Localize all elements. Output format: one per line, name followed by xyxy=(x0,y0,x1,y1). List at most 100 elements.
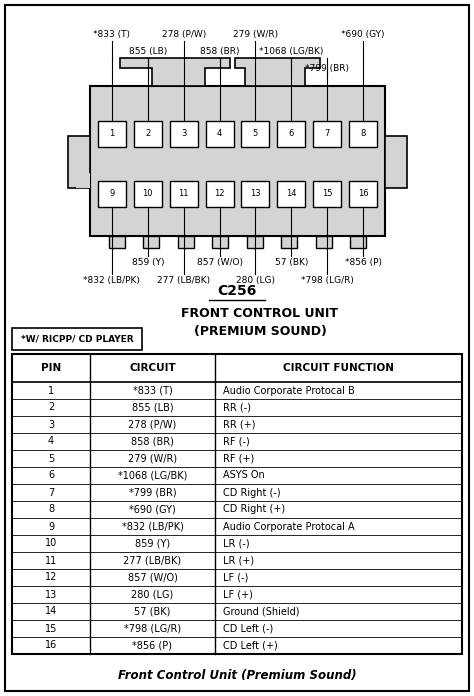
Text: *W/ RICPP/ CD PLAYER: *W/ RICPP/ CD PLAYER xyxy=(21,335,133,344)
Bar xyxy=(241,181,269,207)
Text: 5: 5 xyxy=(48,454,54,464)
Text: *833 (T): *833 (T) xyxy=(93,30,130,39)
Bar xyxy=(316,236,332,248)
Text: 10: 10 xyxy=(143,189,153,198)
Text: 277 (LB/BK): 277 (LB/BK) xyxy=(123,555,182,565)
Bar xyxy=(109,236,125,248)
Text: 15: 15 xyxy=(322,189,332,198)
Polygon shape xyxy=(235,58,320,86)
Bar xyxy=(178,236,194,248)
Bar xyxy=(313,181,341,207)
Text: Front Control Unit (Premium Sound): Front Control Unit (Premium Sound) xyxy=(118,670,356,683)
Text: RF (-): RF (-) xyxy=(223,436,250,447)
Text: 16: 16 xyxy=(45,640,57,651)
Text: *1068 (LG/BK): *1068 (LG/BK) xyxy=(118,470,187,480)
Text: 5: 5 xyxy=(253,129,258,139)
Text: 13: 13 xyxy=(250,189,261,198)
Text: 859 (Y): 859 (Y) xyxy=(135,539,170,548)
Text: 859 (Y): 859 (Y) xyxy=(131,258,164,267)
Bar xyxy=(134,121,162,147)
Text: *799 (BR): *799 (BR) xyxy=(128,487,176,498)
Bar xyxy=(206,181,234,207)
Text: 278 (P/W): 278 (P/W) xyxy=(162,30,206,39)
Bar xyxy=(247,236,263,248)
Bar xyxy=(98,121,126,147)
Text: 858 (BR): 858 (BR) xyxy=(131,436,174,447)
Text: *856 (P): *856 (P) xyxy=(133,640,173,651)
Bar xyxy=(143,236,159,248)
Text: 1: 1 xyxy=(48,386,54,395)
Text: LF (-): LF (-) xyxy=(223,573,248,583)
Text: 7: 7 xyxy=(48,487,54,498)
Text: 6: 6 xyxy=(48,470,54,480)
Text: LR (+): LR (+) xyxy=(223,555,254,565)
Bar xyxy=(12,354,462,654)
Text: 277 (LB/BK): 277 (LB/BK) xyxy=(157,276,210,285)
Text: 3: 3 xyxy=(181,129,186,139)
Text: *856 (P): *856 (P) xyxy=(345,258,382,267)
Text: 1: 1 xyxy=(109,129,115,139)
Text: *798 (LG/R): *798 (LG/R) xyxy=(124,624,181,633)
Bar xyxy=(313,121,341,147)
Text: 857 (W/O): 857 (W/O) xyxy=(128,573,177,583)
Text: 13: 13 xyxy=(45,590,57,599)
Text: 280 (LG): 280 (LG) xyxy=(131,590,173,599)
Text: 7: 7 xyxy=(325,129,330,139)
Text: 6: 6 xyxy=(289,129,294,139)
Text: 15: 15 xyxy=(45,624,57,633)
Text: 16: 16 xyxy=(358,189,368,198)
Bar xyxy=(241,121,269,147)
Text: 8: 8 xyxy=(360,129,366,139)
Bar xyxy=(385,136,407,188)
Text: C256: C256 xyxy=(217,284,257,298)
Text: 4: 4 xyxy=(48,436,54,447)
Text: 279 (W/R): 279 (W/R) xyxy=(128,454,177,464)
Text: 14: 14 xyxy=(45,606,57,617)
Text: 855 (LB): 855 (LB) xyxy=(132,402,173,413)
Text: 14: 14 xyxy=(286,189,297,198)
Text: CD Left (+): CD Left (+) xyxy=(223,640,278,651)
Bar xyxy=(349,121,377,147)
Text: *832 (LB/PK): *832 (LB/PK) xyxy=(83,276,140,285)
Bar xyxy=(349,181,377,207)
Bar xyxy=(212,236,228,248)
Text: *690 (GY): *690 (GY) xyxy=(341,30,385,39)
Bar xyxy=(76,173,90,188)
Text: *690 (GY): *690 (GY) xyxy=(129,505,176,514)
Bar xyxy=(68,136,90,188)
Bar xyxy=(350,236,366,248)
Text: 57 (BK): 57 (BK) xyxy=(134,606,171,617)
Text: 2: 2 xyxy=(145,129,150,139)
Text: 12: 12 xyxy=(45,573,57,583)
Bar xyxy=(170,181,198,207)
Bar xyxy=(134,181,162,207)
Text: *833 (T): *833 (T) xyxy=(133,386,173,395)
Text: CIRCUIT: CIRCUIT xyxy=(129,363,176,373)
Text: *799 (BR): *799 (BR) xyxy=(305,64,349,73)
Polygon shape xyxy=(120,58,230,86)
Text: CIRCUIT FUNCTION: CIRCUIT FUNCTION xyxy=(283,363,394,373)
Bar xyxy=(90,86,385,236)
Text: 10: 10 xyxy=(45,539,57,548)
Text: 4: 4 xyxy=(217,129,222,139)
Text: 855 (LB): 855 (LB) xyxy=(128,47,167,56)
Text: 280 (LG): 280 (LG) xyxy=(236,276,275,285)
Text: 9: 9 xyxy=(109,189,115,198)
Bar xyxy=(170,121,198,147)
Text: Audio Corporate Protocal A: Audio Corporate Protocal A xyxy=(223,521,355,532)
Text: CD Left (-): CD Left (-) xyxy=(223,624,273,633)
Text: 12: 12 xyxy=(214,189,225,198)
Text: 857 (W/O): 857 (W/O) xyxy=(197,258,243,267)
Text: 9: 9 xyxy=(48,521,54,532)
Text: 8: 8 xyxy=(48,505,54,514)
Text: Ground (Shield): Ground (Shield) xyxy=(223,606,300,617)
Bar xyxy=(206,121,234,147)
Text: FRONT CONTROL UNIT: FRONT CONTROL UNIT xyxy=(182,307,338,320)
Bar xyxy=(277,181,305,207)
Text: CD Right (-): CD Right (-) xyxy=(223,487,281,498)
Text: Audio Corporate Protocal B: Audio Corporate Protocal B xyxy=(223,386,355,395)
Bar xyxy=(98,181,126,207)
Bar xyxy=(277,121,305,147)
Text: 2: 2 xyxy=(48,402,54,413)
Text: (PREMIUM SOUND): (PREMIUM SOUND) xyxy=(193,325,327,338)
